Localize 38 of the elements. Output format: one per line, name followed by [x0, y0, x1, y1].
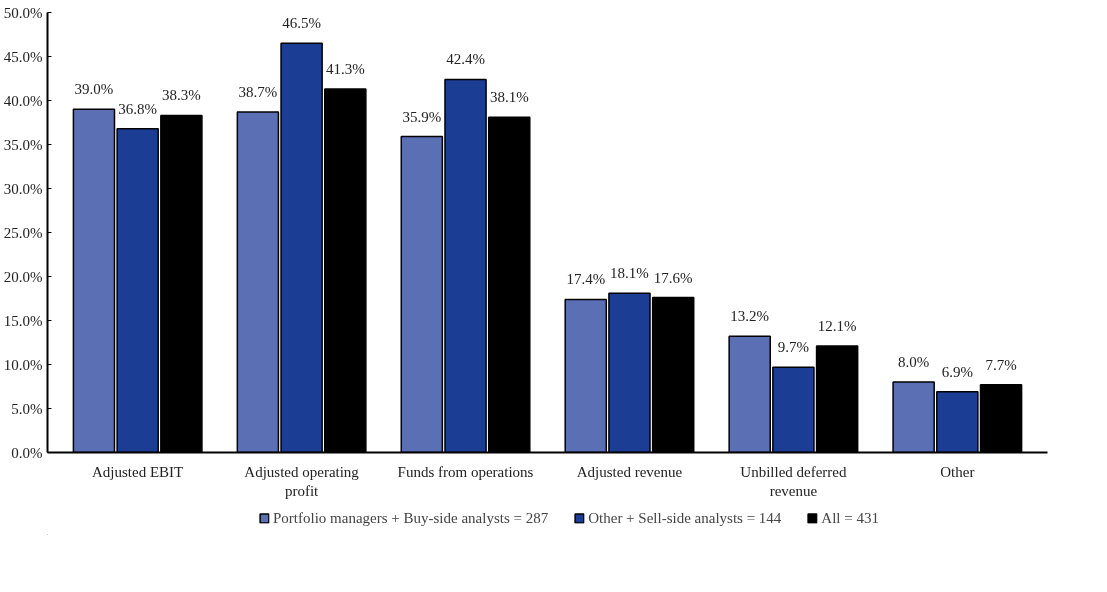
x-tick-label: Funds from operations	[397, 463, 534, 480]
data-label: 17.4%	[566, 271, 606, 288]
y-tick-label: 30.0%	[3, 180, 43, 197]
y-tick-label: 15.0%	[3, 312, 43, 329]
y-tick-label: 5.0%	[11, 400, 43, 417]
data-label: 38.1%	[489, 89, 529, 106]
data-label: 42.4%	[446, 51, 485, 68]
data-label: 35.9%	[402, 108, 442, 125]
data-label: 12.1%	[817, 318, 857, 335]
y-tick-label: 0.0%	[11, 444, 43, 461]
data-label: 9.7%	[777, 339, 810, 356]
x-tick-label: Adjusted operating profit	[244, 463, 360, 499]
data-label: 36.8%	[118, 100, 158, 117]
x-tick-label: Adjusted EBIT	[92, 463, 184, 480]
y-tick-label: 35.0%	[3, 136, 43, 153]
y-tick-label: 45.0%	[3, 48, 43, 65]
x-tick-label: Other	[940, 463, 975, 480]
data-label: 39.0%	[74, 81, 114, 98]
data-label: 18.1%	[610, 265, 649, 282]
y-tick-label: 50.0%	[3, 4, 43, 21]
data-label: 38.7%	[238, 83, 278, 100]
data-label: 6.9%	[941, 363, 973, 380]
y-tick-label: 20.0%	[3, 268, 43, 285]
data-label: 13.2%	[730, 308, 770, 325]
data-label: 38.3%	[162, 87, 201, 104]
legend-label: Portfolio managers + Buy-side analysts = 287	[273, 509, 549, 527]
legend-label: Other + Sell-side analysts = 144	[588, 509, 782, 527]
y-tick-label: 10.0%	[3, 356, 43, 373]
data-label: 46.5%	[282, 15, 321, 32]
legend-label: All = 431	[821, 509, 879, 527]
data-label: 8.0%	[898, 354, 930, 371]
data-label: 7.7%	[985, 356, 1017, 373]
data-label: 41.3%	[325, 61, 365, 78]
y-tick-label: 40.0%	[3, 92, 43, 109]
x-tick-label: Adjusted revenue	[576, 463, 683, 480]
data-label: 17.6%	[653, 269, 693, 286]
y-tick-label: 25.0%	[3, 224, 43, 241]
x-tick-label: Unbilled deferred revenue	[740, 463, 847, 499]
